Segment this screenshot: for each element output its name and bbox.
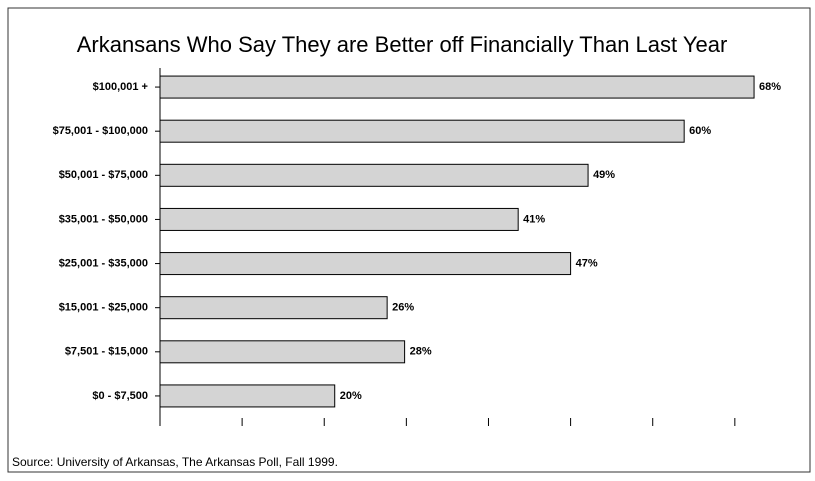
bar — [159, 75, 755, 99]
bar — [159, 296, 388, 320]
value-label: 26% — [392, 302, 414, 314]
y-tick-label: $7,501 - $15,000 — [65, 346, 148, 358]
chart-title: Arkansans Who Say They are Better off Fi… — [77, 32, 728, 57]
value-label: 28% — [410, 346, 432, 358]
value-label: 47% — [576, 257, 598, 269]
bar — [159, 207, 519, 231]
chart-border — [7, 7, 811, 473]
value-label: 49% — [593, 169, 615, 181]
value-label: 41% — [523, 213, 545, 225]
value-label: 60% — [689, 125, 711, 137]
y-tick-label: $25,001 - $35,000 — [59, 257, 148, 269]
y-tick-label: $15,001 - $25,000 — [59, 302, 148, 314]
y-tick-label: $50,001 - $75,000 — [59, 169, 148, 181]
bar — [159, 163, 589, 187]
value-label: 20% — [340, 390, 362, 402]
source-note: Source: University of Arkansas, The Arka… — [12, 455, 338, 469]
bar — [159, 340, 406, 364]
value-label: 68% — [759, 81, 781, 93]
bar — [159, 384, 336, 408]
y-tick-label: $75,001 - $100,000 — [53, 125, 148, 137]
y-tick-label: $100,001 + — [93, 81, 148, 93]
bar — [159, 252, 572, 276]
bar — [159, 119, 685, 143]
y-tick-label: $0 - $7,500 — [92, 390, 148, 402]
y-tick-label: $35,001 - $50,000 — [59, 213, 148, 225]
